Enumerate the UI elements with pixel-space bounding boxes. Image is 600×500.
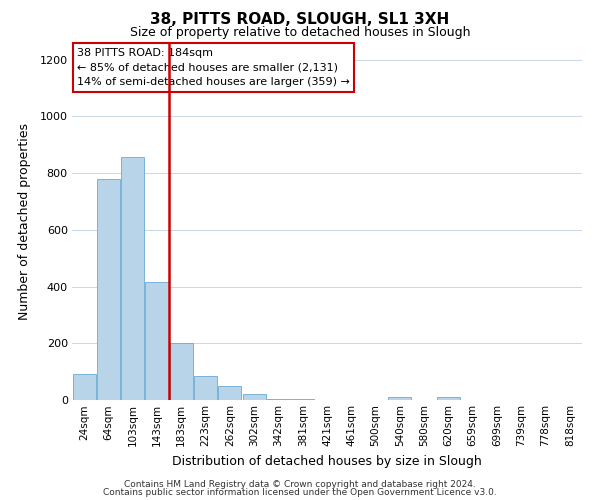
- Bar: [121, 158, 144, 400]
- Bar: [145, 282, 169, 400]
- Bar: [170, 344, 193, 400]
- Bar: [242, 394, 266, 400]
- Bar: [194, 376, 217, 400]
- Text: 38 PITTS ROAD: 184sqm
← 85% of detached houses are smaller (2,131)
14% of semi-d: 38 PITTS ROAD: 184sqm ← 85% of detached …: [77, 48, 350, 88]
- Text: Contains HM Land Registry data © Crown copyright and database right 2024.: Contains HM Land Registry data © Crown c…: [124, 480, 476, 489]
- Text: Contains public sector information licensed under the Open Government Licence v3: Contains public sector information licen…: [103, 488, 497, 497]
- Bar: [218, 386, 241, 400]
- Text: Size of property relative to detached houses in Slough: Size of property relative to detached ho…: [130, 26, 470, 39]
- X-axis label: Distribution of detached houses by size in Slough: Distribution of detached houses by size …: [172, 454, 482, 468]
- Text: 38, PITTS ROAD, SLOUGH, SL1 3XH: 38, PITTS ROAD, SLOUGH, SL1 3XH: [151, 12, 449, 28]
- Bar: [97, 178, 120, 400]
- Bar: [388, 397, 412, 400]
- Bar: [437, 397, 460, 400]
- Y-axis label: Number of detached properties: Number of detached properties: [19, 122, 31, 320]
- Bar: [73, 374, 95, 400]
- Bar: [267, 398, 290, 400]
